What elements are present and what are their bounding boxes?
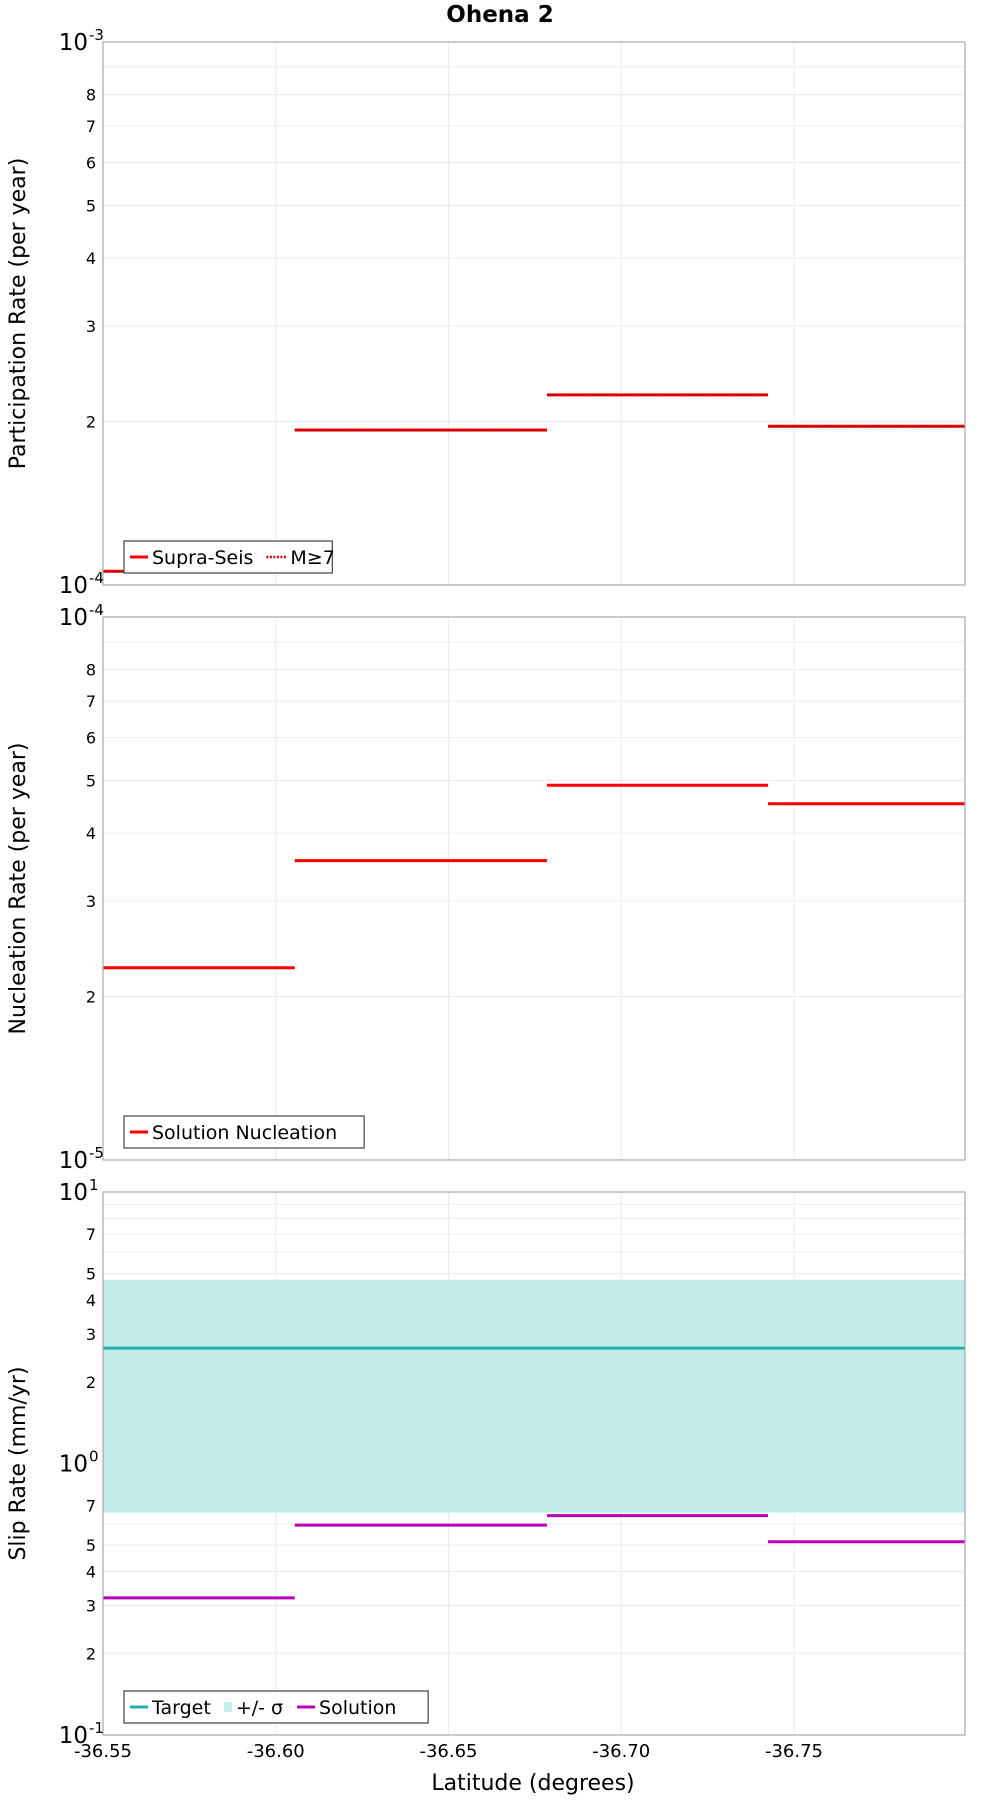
legend: Solution Nucleation [123,1115,365,1149]
tick-base: 10 [59,30,88,56]
y-minor-tick-label: 4 [86,1291,96,1310]
y-major-tick-label: 10 [59,1148,88,1174]
x-tick-label: -36.70 [592,1741,650,1762]
plot-frame [102,616,966,1161]
sigma-band [103,1279,965,1513]
y-axis-label: Participation Rate (per year) [6,158,31,470]
legend-swatch-band [223,1702,232,1712]
tick-base: 10 [59,1452,88,1478]
y-major-tick-label: 10 [59,30,88,56]
chart-title: Ohena 2 [446,2,553,28]
y-minor-tick-label: 2 [86,413,96,432]
y-minor-tick-label: 3 [86,1596,96,1615]
y-minor-tick-label: 6 [86,153,96,172]
legend-label: +/- σ [236,1697,283,1719]
y-major-tick-exponent: -4 [89,601,104,619]
y-minor-tick-label: 2 [86,1373,96,1392]
y-minor-tick-label: 8 [86,661,96,680]
x-axis-ticks: -36.55 -36.60 -36.65 -36.70 -36.75 [74,1741,823,1762]
y-major-tick-exponent: -1 [89,1719,104,1737]
legend-box [123,540,333,574]
tick-base: 10 [59,1148,88,1174]
y-major-tick-exponent: -4 [89,569,104,587]
legend-box [123,1690,429,1724]
y-minor-tick-label: 4 [86,824,96,843]
x-tick-label: -36.60 [247,1741,305,1762]
y-minor-tick-label: 6 [86,728,96,747]
y-minor-tick-label: 7 [86,1225,96,1244]
plot-area [103,42,965,585]
x-tick-label: -36.55 [74,1741,132,1762]
legend-label: Solution Nucleation [152,1122,337,1144]
y-minor-tick-label: 3 [86,317,96,336]
tick-base: 10 [59,605,88,631]
y-major-tick-exponent: -3 [89,26,104,44]
y-minor-tick-label: 2 [86,988,96,1007]
legend-label: Supra-Seis [152,547,253,569]
tick-base: 10 [59,573,88,599]
y-minor-tick-label: 8 [86,86,96,105]
legend-box [123,1115,365,1149]
legend-label: M≥7 [290,547,334,569]
legend: Target +/- σ Solution [123,1690,429,1724]
x-tick-label: -36.65 [419,1741,477,1762]
y-minor-tick-label: 7 [86,117,96,136]
tick-base: 10 [59,1723,88,1749]
y-major-tick-exponent: -5 [89,1144,104,1162]
tick-base: 10 [59,1180,88,1206]
plot-area [103,617,965,1160]
legend-label: Target [151,1697,211,1719]
y-minor-tick-label: 5 [86,196,96,215]
y-major-tick-label: 10 [59,573,88,599]
x-axis-label: Latitude (degrees) [431,1771,634,1796]
y-major-tick-label: 10 [59,1452,88,1478]
y-minor-tick-label: 5 [86,1265,96,1284]
legend: Supra-Seis M≥7 [123,540,335,574]
y-minor-tick-label: 3 [86,892,96,911]
y-minor-tick-label: 4 [86,1563,96,1582]
y-minor-tick-label: 7 [86,692,96,711]
y-axis-label: Slip Rate (mm/yr) [6,1366,31,1560]
plot-frame [102,41,966,586]
y-major-tick-label: 10 [59,605,88,631]
y-minor-tick-label: 5 [86,1536,96,1555]
plot-frame [102,1191,966,1736]
y-major-tick-label: 10 [59,1180,88,1206]
y-minor-tick-label: 5 [86,771,96,790]
y-axis-label: Nucleation Rate (per year) [6,743,31,1035]
y-major-tick-exponent: 1 [89,1176,99,1194]
y-minor-tick-label: 2 [86,1644,96,1663]
y-major-tick-exponent: 0 [89,1448,99,1466]
y-major-tick-label: 10 [59,1723,88,1749]
legend-label: Solution [319,1697,396,1719]
y-minor-tick-label: 3 [86,1325,96,1344]
x-tick-label: -36.75 [765,1741,823,1762]
y-minor-tick-label: 4 [86,249,96,268]
y-minor-tick-label: 7 [86,1497,96,1516]
